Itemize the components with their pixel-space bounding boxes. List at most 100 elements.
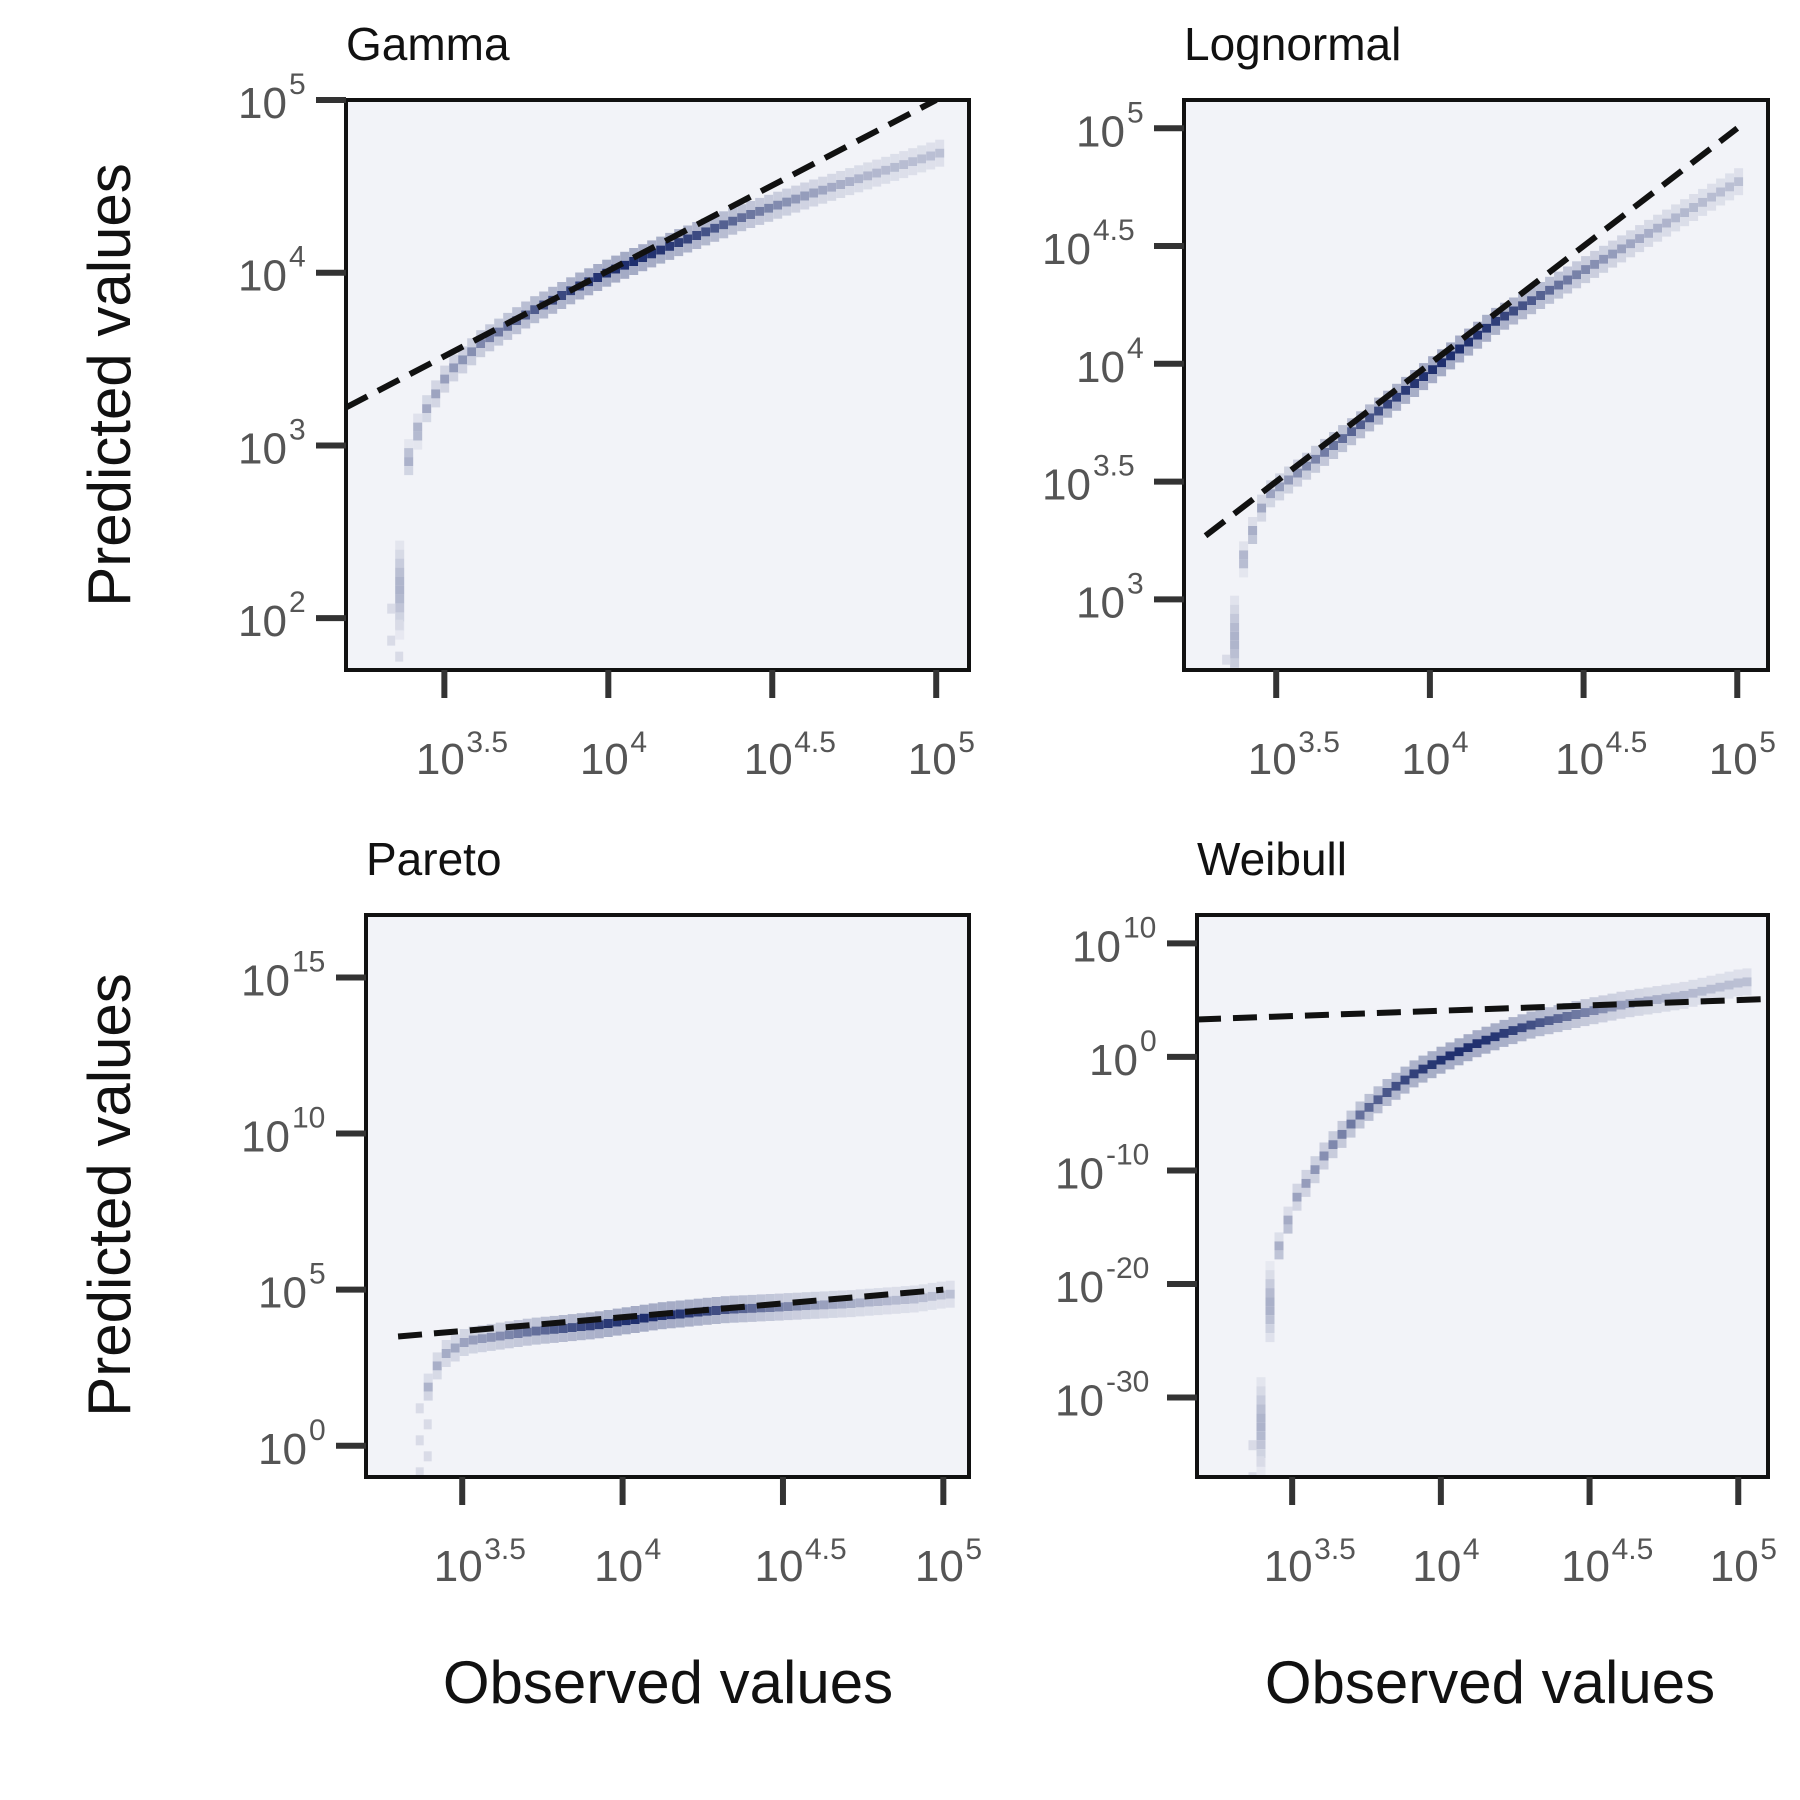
- density-cell: [891, 1286, 901, 1296]
- density-cell: [917, 163, 927, 173]
- y-tick-label-exponent: 4: [289, 241, 306, 274]
- density-cell: [710, 232, 720, 242]
- density-cell: [1725, 191, 1735, 201]
- density-cell: [1374, 415, 1384, 425]
- density-cell: [404, 466, 414, 476]
- density-cell: [665, 250, 675, 260]
- density-cell: [873, 1306, 883, 1316]
- density-cell: [432, 1361, 442, 1371]
- density-cell: [720, 1296, 730, 1306]
- density-cell: [1230, 604, 1240, 614]
- density-cell: [881, 156, 891, 166]
- x-tick-label: 10: [580, 735, 629, 784]
- density-cell: [1392, 401, 1402, 411]
- density-cell: [1310, 1156, 1320, 1166]
- density-cell: [1653, 232, 1663, 242]
- density-cell: [872, 159, 882, 169]
- density-cell: [809, 188, 819, 198]
- density-cell: [656, 254, 666, 264]
- density-cell: [774, 1302, 784, 1312]
- density-cell: [836, 180, 846, 189]
- density-cell: [1230, 649, 1240, 659]
- plot-frame: [344, 98, 971, 672]
- density-cell: [1437, 358, 1447, 368]
- density-cell: [882, 1305, 892, 1315]
- density-cell: [503, 312, 513, 322]
- density-cell: [1230, 677, 1239, 686]
- panel-title: Gamma: [346, 18, 510, 70]
- density-cell: [1688, 979, 1698, 989]
- density-cell: [1697, 986, 1707, 996]
- density-cell: [1248, 517, 1258, 526]
- y-tick-label: 10: [1076, 343, 1125, 392]
- density-cell: [395, 540, 405, 550]
- density-cell: [1671, 222, 1681, 232]
- density-cell: [755, 197, 765, 207]
- density-cell: [415, 1467, 424, 1477]
- density-cell: [603, 1328, 613, 1337]
- density-cell: [566, 295, 576, 305]
- density-cell: [818, 185, 828, 195]
- density-cell: [576, 1331, 586, 1341]
- density-cell: [1473, 339, 1483, 349]
- density-cell: [900, 1295, 910, 1305]
- density-cell: [1671, 213, 1681, 223]
- density-cell: [575, 272, 585, 282]
- density-cell: [774, 1293, 784, 1303]
- density-cell: [917, 145, 927, 155]
- density-cell: [647, 258, 657, 268]
- density-cell: [1248, 526, 1258, 535]
- y-tick-label-exponent: 10: [1123, 911, 1156, 944]
- y-tick-label: 10: [258, 1425, 307, 1474]
- density-cell: [1310, 1165, 1320, 1175]
- density-cell: [548, 286, 558, 296]
- density-cell: [1733, 969, 1743, 979]
- density-cell: [854, 183, 864, 193]
- density-cell: [467, 338, 477, 348]
- x-tick-label-exponent: 3.5: [1314, 1533, 1356, 1566]
- density-cell: [432, 1352, 442, 1362]
- density-cell: [1292, 1201, 1302, 1211]
- density-cell: [1293, 477, 1303, 487]
- density-cell: [1527, 287, 1537, 297]
- density-cell: [1427, 1060, 1437, 1070]
- plot-frame: [1182, 98, 1770, 672]
- density-cell: [1265, 1324, 1275, 1334]
- density-cell: [1482, 332, 1492, 342]
- density-cell: [890, 171, 900, 181]
- density-cell: [1599, 263, 1609, 273]
- density-cell: [782, 206, 792, 216]
- density-cells: [1248, 968, 1752, 1477]
- density-cell: [539, 309, 549, 319]
- density-cell: [702, 1297, 712, 1307]
- density-cell: [1302, 470, 1312, 480]
- density-cell: [1499, 1028, 1509, 1038]
- x-tick-label: 10: [1401, 735, 1450, 784]
- x-tick-label-exponent: 5: [958, 726, 975, 759]
- y-axis-label-bottom: Predicted values: [76, 973, 143, 1417]
- y-tick-label-exponent: 4: [1127, 332, 1144, 365]
- density-cell: [576, 1313, 586, 1323]
- y-tick-label-exponent: 3.5: [1093, 450, 1135, 483]
- density-cell: [1554, 280, 1564, 290]
- density-cell: [1401, 394, 1411, 404]
- density-cell: [1274, 1241, 1284, 1251]
- density-cell: [1724, 980, 1734, 990]
- density-cell: [872, 177, 882, 187]
- density-cell: [1671, 204, 1681, 214]
- density-cell: [774, 1311, 784, 1321]
- density-cell: [1554, 289, 1564, 299]
- density-cell: [558, 1324, 568, 1333]
- density-cell: [422, 395, 432, 405]
- density-cell: [1382, 1088, 1392, 1097]
- density-cell: [1383, 399, 1393, 409]
- density-cell: [593, 282, 603, 291]
- density-cell: [395, 619, 404, 630]
- density-cell: [908, 166, 918, 176]
- x-tick-label-exponent: 4.5: [805, 1533, 847, 1566]
- density-cell: [1680, 208, 1690, 218]
- density-cell: [1311, 445, 1321, 455]
- density-cell: [1265, 1288, 1275, 1298]
- density-cell: [1643, 1005, 1653, 1015]
- density-cell: [422, 404, 432, 414]
